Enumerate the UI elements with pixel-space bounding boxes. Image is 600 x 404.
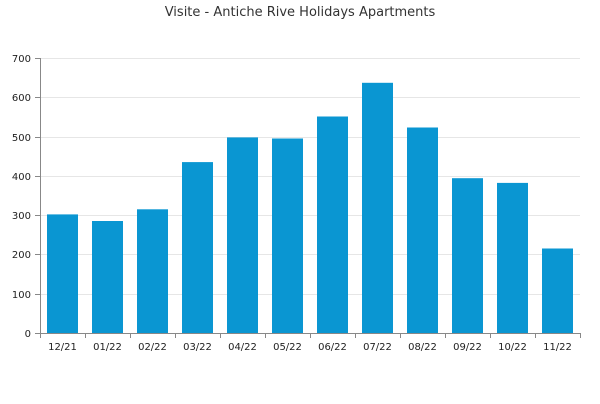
- bar-08-22: [407, 127, 438, 333]
- y-tick-label: 200: [12, 250, 31, 261]
- x-tick-label: 04/22: [228, 342, 257, 353]
- x-tick-label: 01/22: [93, 342, 122, 353]
- bar-06-22: [317, 116, 348, 333]
- bar-12-21: [47, 214, 78, 333]
- bar-11-22: [542, 248, 573, 333]
- x-tick-label: 09/22: [453, 342, 482, 353]
- y-tick-label: 600: [12, 93, 31, 104]
- x-tick-label: 07/22: [363, 342, 392, 353]
- y-tick-label: 400: [12, 172, 31, 183]
- bar-02-22: [137, 209, 168, 334]
- grid-lines: [40, 58, 580, 295]
- bar-03-22: [182, 162, 213, 333]
- x-axis-tick-labels: 12/21 01/22 02/22 03/22 04/22 05/22 06/22 07/22…: [48, 342, 572, 353]
- bar-09-22: [452, 178, 483, 333]
- chart-title: Visite - Antiche Rive Holidays Apartment…: [165, 5, 436, 20]
- bar-01-22: [92, 221, 123, 333]
- x-tick-label: 12/21: [48, 342, 77, 353]
- bars: [47, 82, 573, 334]
- x-tick-label: 10/22: [498, 342, 527, 353]
- axes: [35, 58, 581, 338]
- bar-05-22: [272, 138, 303, 333]
- bar-10-22: [497, 182, 528, 333]
- x-tick-label: 03/22: [183, 342, 212, 353]
- bar-07-22: [362, 82, 393, 334]
- x-tick-label: 05/22: [273, 342, 302, 353]
- y-tick-label: 700: [12, 54, 31, 65]
- bar-04-22: [227, 137, 258, 333]
- y-tick-label: 300: [12, 211, 31, 222]
- x-tick-label: 08/22: [408, 342, 437, 353]
- y-tick-label: 0: [25, 329, 31, 340]
- y-tick-label: 100: [12, 290, 31, 301]
- y-tick-label: 500: [12, 133, 31, 144]
- x-tick-label: 11/22: [543, 342, 572, 353]
- y-axis-tick-labels: 0 100 200 300 400 500 600 700: [12, 54, 31, 340]
- x-tick-label: 06/22: [318, 342, 347, 353]
- x-tick-label: 02/22: [138, 342, 167, 353]
